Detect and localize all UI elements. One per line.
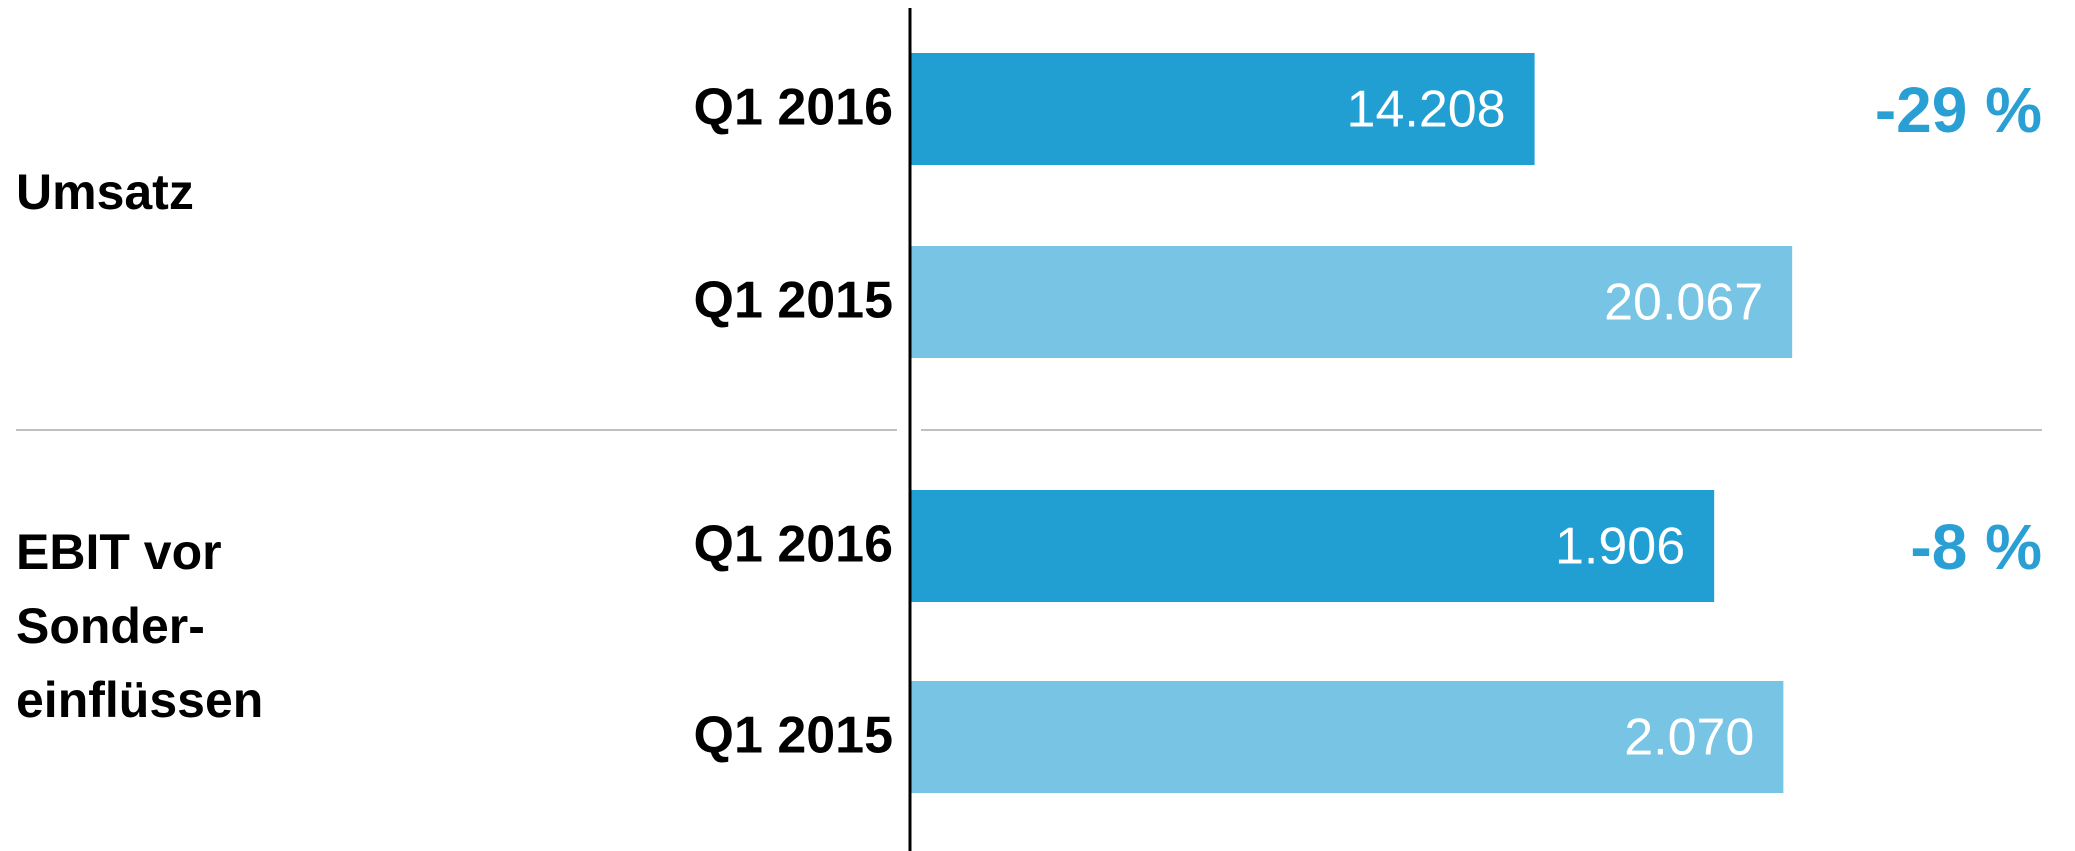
- bar: [910, 681, 1784, 793]
- bar: [910, 53, 1535, 165]
- category-label: Q1 2016: [694, 516, 894, 574]
- category-label: Q1 2015: [694, 707, 894, 765]
- bar: [910, 490, 1715, 602]
- value-label: 14.208: [1347, 81, 1506, 139]
- value-label: 2.070: [1624, 709, 1754, 767]
- panel-title: Sonder-: [16, 598, 205, 654]
- value-label: 1.906: [1555, 518, 1685, 576]
- panel-title: Umsatz: [16, 164, 194, 220]
- bar: [910, 246, 1793, 358]
- change-annotation: -29 %: [1875, 74, 2042, 146]
- panel-title: EBIT vor: [16, 524, 222, 580]
- category-label: Q1 2015: [694, 272, 894, 330]
- category-label: Q1 2016: [694, 79, 894, 137]
- value-label: 20.067: [1604, 274, 1763, 332]
- panel-title: einflüssen: [16, 672, 263, 728]
- change-annotation: -8 %: [1910, 511, 2042, 583]
